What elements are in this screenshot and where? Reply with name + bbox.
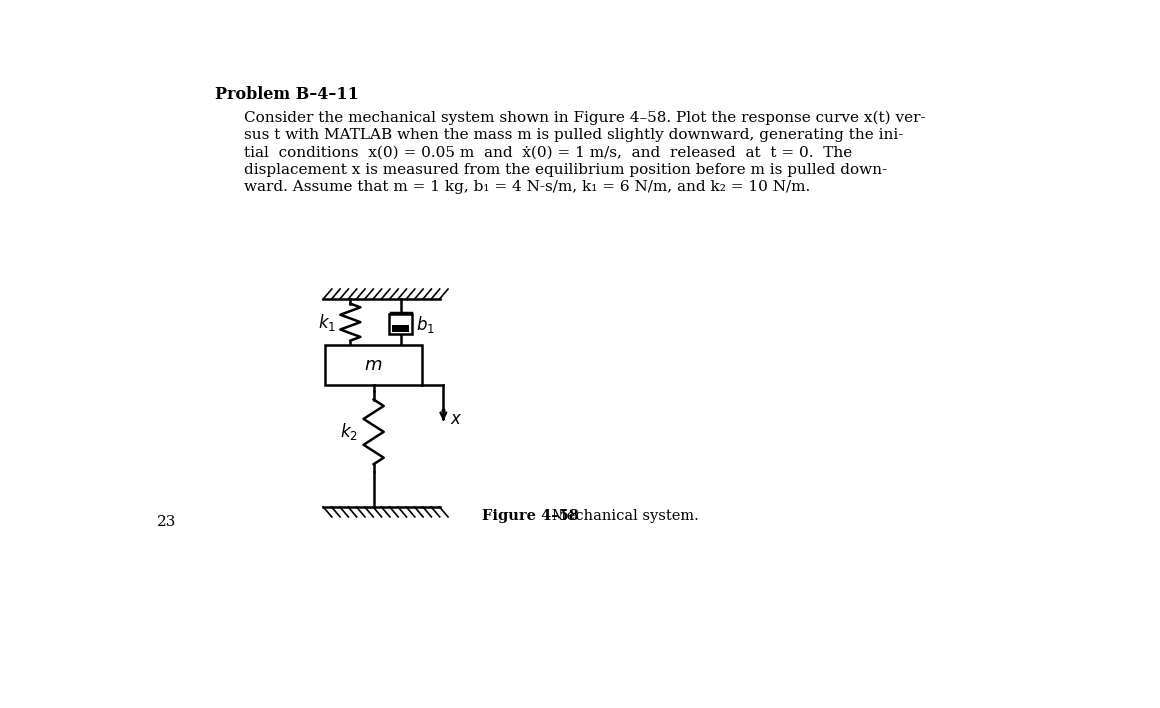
Text: $k_1$: $k_1$ [319, 312, 336, 333]
Text: Mechanical system.: Mechanical system. [538, 509, 698, 523]
Text: $b_1$: $b_1$ [416, 314, 435, 335]
Text: Problem B–4–11: Problem B–4–11 [215, 86, 358, 103]
Text: 23: 23 [157, 515, 176, 530]
Bar [392, 324, 409, 332]
Text: $k_2$: $k_2$ [340, 421, 358, 442]
Text: $x$: $x$ [450, 411, 462, 428]
Text: ward. Assume that m = 1 kg, b₁ = 4 N-s/m, k₁ = 6 N/m, and k₂ = 10 N/m.: ward. Assume that m = 1 kg, b₁ = 4 N-s/m… [245, 181, 811, 195]
Text: Figure 4–58: Figure 4–58 [483, 509, 579, 523]
Text: tial  conditions  x(0) = 0.05 m  and  ẋ(0) = 1 m/s,  and  released  at  t = 0.  : tial conditions x(0) = 0.05 m and ẋ(0) =… [245, 146, 853, 160]
Bar [325, 346, 422, 385]
Text: Consider the mechanical system shown in Figure 4–58. Plot the response curve x(t: Consider the mechanical system shown in … [245, 111, 926, 125]
Text: displacement x is measured from the equilibrium position before m is pulled down: displacement x is measured from the equi… [245, 163, 887, 177]
Text: $m$: $m$ [364, 356, 383, 375]
Bar [389, 314, 412, 334]
Text: sus t with MATLAB when the mass m is pulled slightly downward, generating the in: sus t with MATLAB when the mass m is pul… [245, 128, 904, 142]
